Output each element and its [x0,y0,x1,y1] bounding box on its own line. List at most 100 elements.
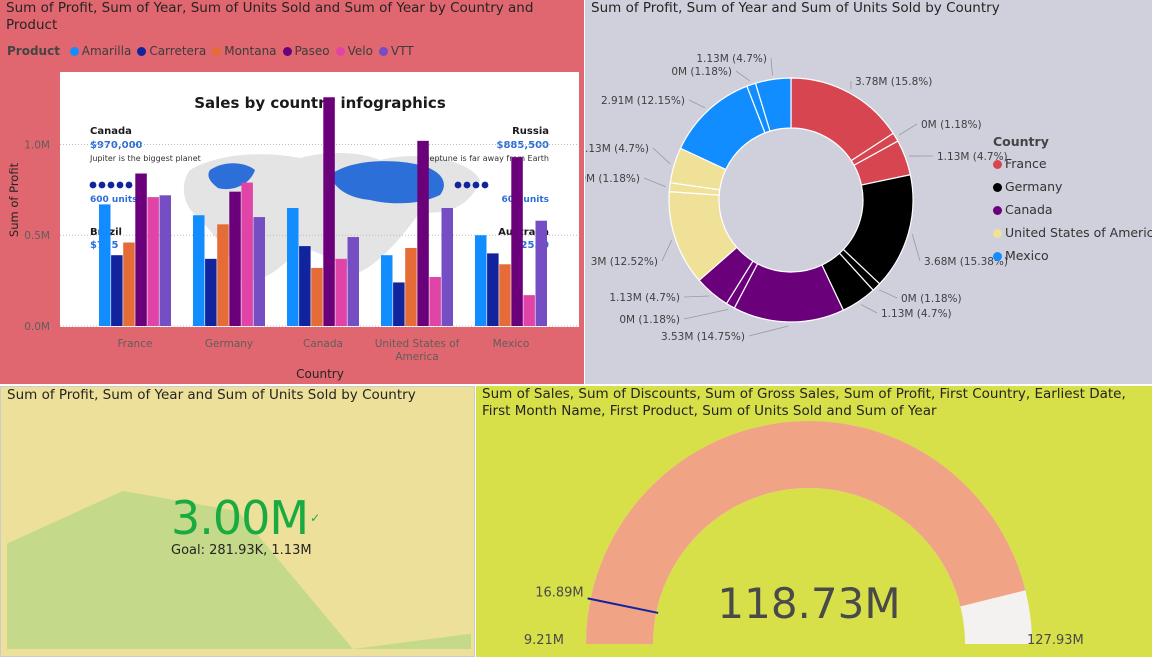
bar-chart-panel[interactable]: Sum of Profit, Sum of Year, Sum of Units… [0,0,584,384]
legend-label: Carretera [149,44,207,58]
donut-slice-mexico[interactable] [754,77,792,132]
leader-line [683,308,729,320]
legend-item-united-states-of-america[interactable]: United States of America [993,225,1152,240]
bar-x-axis-label: Country [296,367,344,381]
gauge-fill[interactable] [586,420,1026,644]
bar-carretera-united-states-of-america[interactable] [393,282,405,326]
bar-montana-canada[interactable] [311,267,323,326]
gauge-min-label: 9.21M [524,633,564,648]
infographic-russia-text: Neptune is far away from Earth [424,154,549,163]
donut-data-label: 2.91M (12.15%) [601,95,685,107]
legend-item-carretera[interactable]: Carretera [137,44,206,58]
kpi-value-group: 3.00M ✓ [171,491,320,545]
donut-data-label: 3.78M (15.8%) [855,76,932,88]
bar-carretera-canada[interactable] [299,246,311,326]
bar-montana-mexico[interactable] [499,264,511,326]
legend-label: Amarilla [81,44,132,58]
infographic-australia-name: Australia [498,227,549,238]
legend-item-canada[interactable]: Canada [993,202,1152,217]
infographic-dots-left [89,181,133,189]
infographic-russia-name: Russia [512,126,549,137]
bar-vtt-canada[interactable] [347,237,360,326]
legend-marker [137,47,147,56]
russia-highlight-shape [330,161,444,204]
bar-vtt-united-states-of-america[interactable] [441,208,454,326]
leader-line [683,295,710,298]
bar-paseo-germany[interactable] [229,191,241,326]
bar-carretera-france[interactable] [111,255,123,326]
gauge-svg: 118.73M 9.21M 127.93M 16.89M [524,420,1084,648]
kpi-trend-area [7,490,471,649]
bar-vtt-germany[interactable] [253,217,266,326]
legend-marker [69,47,79,56]
bar-velo-mexico[interactable] [523,295,535,326]
x-tick-label: Canada [303,338,343,350]
donut-slices[interactable] [668,77,914,323]
donut-chart-panel[interactable]: Sum of Profit, Sum of Year and Sum of Un… [585,0,1152,384]
bar-amarilla-germany[interactable] [193,215,205,326]
donut-data-label: 3.68M (15.38%) [924,256,1008,268]
bar-amarilla-mexico[interactable] [475,235,487,326]
bar-velo-united-states-of-america[interactable] [429,276,441,326]
infographic-russia-value: $885,500 [496,140,549,151]
legend-label: VTT [390,44,414,58]
infographic-dots-right [454,181,489,189]
legend-label: Paseo [294,44,330,58]
legend-item-velo[interactable]: Velo [335,44,373,58]
legend-label: Mexico [1005,248,1049,263]
x-tick-label: Mexico [493,338,530,350]
gauge-value: 118.73M [717,579,900,628]
leader-line [652,147,671,165]
bar-chart-svg: Sales by country infographics Canada $97… [7,72,579,381]
bar-velo-germany[interactable] [241,182,253,326]
legend-item-mexico[interactable]: Mexico [993,248,1152,263]
bar-amarilla-united-states-of-america[interactable] [381,255,393,326]
legend-item-france[interactable]: France [993,156,1152,171]
kpi-value: 3.00M [171,491,309,545]
bar-carretera-mexico[interactable] [487,253,499,326]
legend-marker [282,47,292,56]
donut-labels: 3.78M (15.8%) 0M (1.18%) 1.13M (4.7%) 3.68M… [585,53,1008,343]
legend-marker [993,206,1002,215]
infographic-heading: Sales by country infographics [194,94,446,112]
donut-data-label: 1.13M (4.7%) [937,151,1008,163]
y-tick-label: 0.0M [24,321,50,333]
bar-montana-germany[interactable] [217,224,229,326]
bar-montana-france[interactable] [123,242,135,326]
legend-item-germany[interactable]: Germany [993,179,1152,194]
bar-montana-united-states-of-america[interactable] [405,247,417,326]
gauge-panel[interactable]: Sum of Sales, Sum of Discounts, Sum of G… [476,386,1152,657]
bar-marks[interactable] [99,97,547,326]
bar-velo-canada[interactable] [335,258,347,326]
kpi-panel[interactable]: Sum of Profit, Sum of Year and Sum of Un… [0,386,475,657]
legend-marker [993,252,1002,261]
bar-paseo-mexico[interactable] [511,157,523,326]
legend-marker [993,183,1002,192]
infographic-canada-text: Jupiter is the biggest planet [89,154,201,163]
legend-item-montana[interactable]: Montana [212,44,277,58]
leader-line [748,325,789,337]
legend-item-paseo[interactable]: Paseo [282,44,330,58]
bar-carretera-germany[interactable] [205,258,217,326]
bar-amarilla-canada[interactable] [287,208,299,326]
bar-velo-france[interactable] [147,197,159,326]
x-tick-label: America [395,351,438,363]
legend-label: Montana [224,44,277,58]
bar-chart-legend: Product Amarilla Carretera Montana Paseo Vel… [7,44,420,58]
legend-label: Germany [1005,179,1063,194]
donut-data-label: 1.13M (4.7%) [696,53,767,65]
bar-y-ticks: 0.0M 0.5M 1.0M [24,139,50,333]
infographic-canada-units: 600 units [90,195,137,205]
bar-vtt-mexico[interactable] [535,220,548,326]
legend-item-vtt[interactable]: VTT [378,44,414,58]
bar-paseo-united-states-of-america[interactable] [417,140,429,326]
bar-amarilla-france[interactable] [99,204,111,326]
bar-paseo-france[interactable] [135,173,147,326]
donut-data-label: 0M (1.18%) [619,314,680,326]
kpi-title: Sum of Profit, Sum of Year and Sum of Un… [7,387,416,403]
bar-vtt-france[interactable] [159,195,172,326]
legend-label: France [1005,156,1047,171]
donut-data-label: 0M (1.18%) [585,173,640,185]
legend-item-amarilla[interactable]: Amarilla [69,44,132,58]
bar-paseo-canada[interactable] [323,97,335,326]
